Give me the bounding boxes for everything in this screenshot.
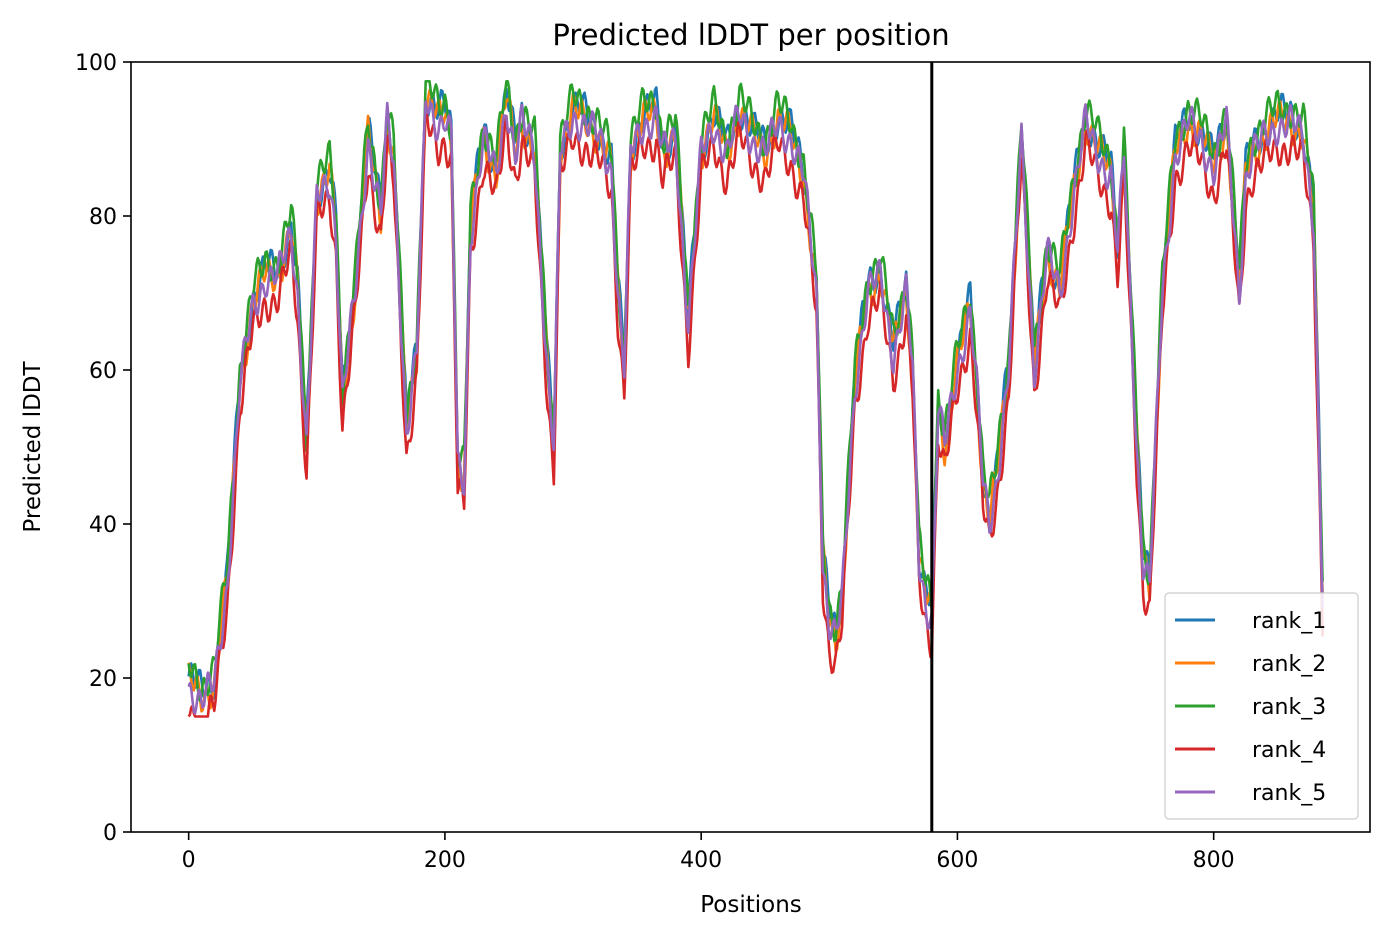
legend-label-rank_4: rank_4	[1252, 738, 1326, 763]
y-tick-label: 20	[89, 667, 117, 692]
x-axis-ticks: 0 200 400 600 800	[182, 832, 1235, 873]
x-tick-label: 200	[424, 848, 466, 873]
legend-label-rank_5: rank_5	[1252, 781, 1326, 806]
y-axis-ticks: 0 20 40 60 80 100	[75, 51, 131, 846]
plot-frame	[130, 61, 1371, 833]
legend-label-rank_3: rank_3	[1252, 695, 1326, 720]
legend: rank_1 rank_2 rank_3 rank_4 rank_5	[1164, 592, 1359, 820]
series-line-rank_3	[187, 79, 1324, 703]
x-tick-label: 0	[182, 848, 196, 873]
y-axis-label: Predicted lDDT	[20, 360, 46, 532]
legend-label-rank_1: rank_1	[1252, 609, 1326, 634]
chart-title: Predicted lDDT per position	[552, 18, 949, 52]
x-tick-label: 600	[936, 848, 978, 873]
series-layer	[187, 79, 1324, 718]
x-tick-label: 400	[680, 848, 722, 873]
y-tick-label: 60	[89, 359, 117, 384]
y-tick-label: 100	[75, 51, 117, 76]
legend-box	[1164, 592, 1359, 820]
series-line-rank_5	[187, 100, 1324, 715]
y-tick-label: 80	[89, 205, 117, 230]
y-tick-label: 0	[103, 821, 117, 846]
x-tick-label: 800	[1193, 848, 1235, 873]
x-axis-label: Positions	[700, 892, 802, 918]
legend-label-rank_2: rank_2	[1252, 652, 1326, 677]
y-tick-label: 40	[89, 513, 117, 538]
